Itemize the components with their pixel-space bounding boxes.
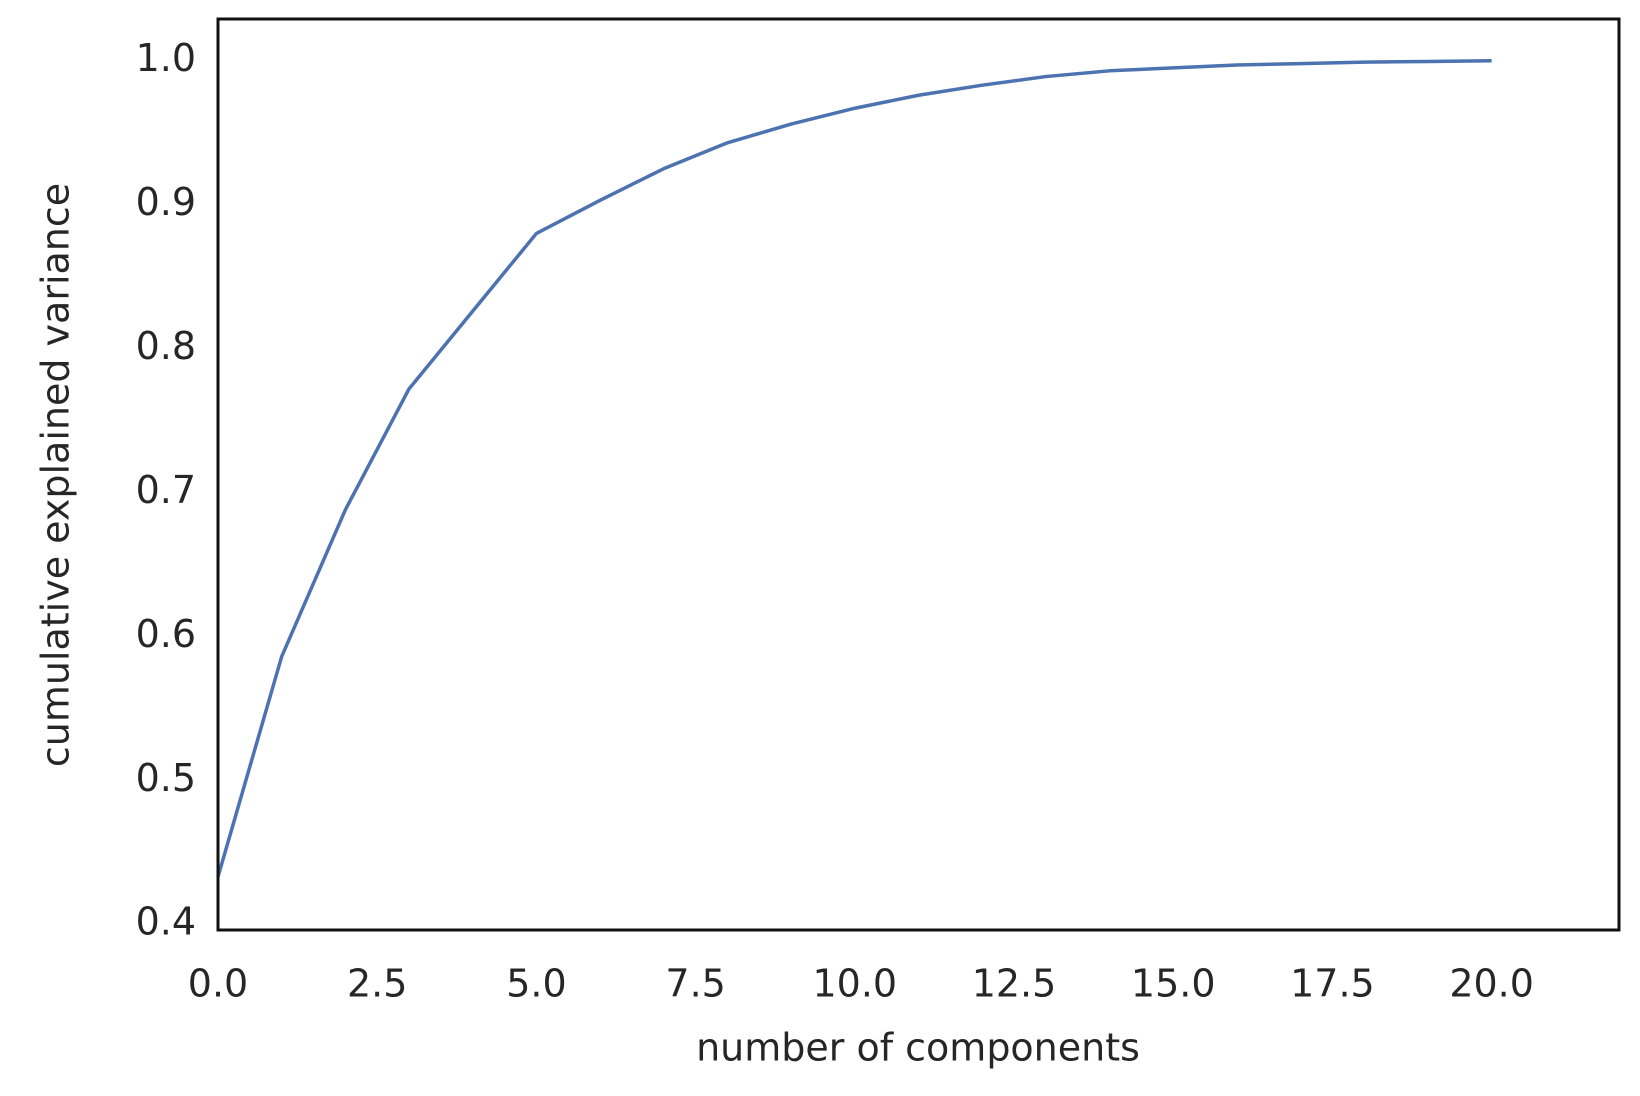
x-tick-label: 2.5 bbox=[347, 962, 407, 1006]
y-tick-label: 0.6 bbox=[136, 612, 196, 656]
y-tick-label: 0.4 bbox=[136, 900, 196, 944]
y-tick-label: 0.5 bbox=[136, 756, 196, 800]
y-tick-label: 0.9 bbox=[136, 180, 196, 224]
y-tick-label: 1.0 bbox=[136, 36, 196, 80]
x-tick-label: 10.0 bbox=[813, 962, 898, 1006]
x-tick-label: 5.0 bbox=[506, 962, 566, 1006]
x-tick-label: 15.0 bbox=[1131, 962, 1216, 1006]
x-tick-label: 17.5 bbox=[1290, 962, 1375, 1006]
y-tick-label: 0.8 bbox=[136, 324, 196, 368]
x-tick-label: 20.0 bbox=[1449, 962, 1534, 1006]
x-tick-label: 7.5 bbox=[665, 962, 725, 1006]
x-axis-label: number of components bbox=[696, 1026, 1140, 1070]
plot-frame bbox=[216, 17, 1621, 932]
x-tick-label: 0.0 bbox=[188, 962, 248, 1006]
y-axis-label: cumulative explained variance bbox=[34, 183, 78, 767]
y-tick-label: 0.7 bbox=[136, 468, 196, 512]
line bbox=[216, 58, 1492, 878]
x-tick-label: 12.5 bbox=[972, 962, 1057, 1006]
